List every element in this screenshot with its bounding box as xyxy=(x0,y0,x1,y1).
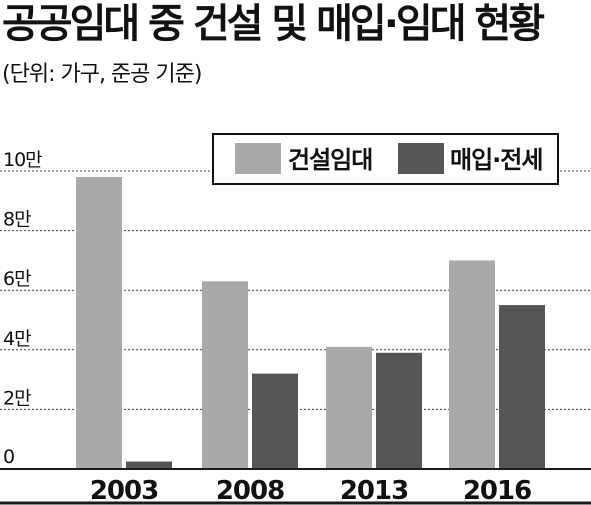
bar-purchase xyxy=(252,373,298,469)
legend: 건설임대 매입·전세 xyxy=(212,133,559,185)
x-tick-label: 2008 xyxy=(216,476,284,505)
bar-construction xyxy=(449,260,495,469)
legend-label-purchase: 매입·전세 xyxy=(450,146,542,174)
x-tick-label: 2016 xyxy=(463,476,531,505)
legend-label-construction: 건설임대 xyxy=(288,146,372,174)
y-axis-ticks: 0 2만 4만 6만 8만 10만 xyxy=(3,149,43,468)
bar-purchase xyxy=(126,461,172,469)
bars xyxy=(76,176,545,469)
x-axis-ticks: 2003 2008 2013 2016 xyxy=(90,476,532,505)
bar-construction xyxy=(76,176,122,469)
legend-box xyxy=(212,133,559,185)
x-tick-label: 2003 xyxy=(90,476,158,505)
bar-purchase xyxy=(499,305,545,469)
y-tick-label: 4만 xyxy=(3,328,31,350)
y-tick-label: 10만 xyxy=(3,149,42,171)
y-tick-label: 8만 xyxy=(3,209,31,231)
chart-title: 공공임대 중 건설 및 매입·임대 현황 xyxy=(2,1,545,47)
bar-construction xyxy=(202,281,248,469)
bar-construction xyxy=(326,346,372,469)
legend-swatch-construction xyxy=(235,143,281,174)
legend-swatch-purchase xyxy=(398,143,444,174)
chart-subtitle: (단위: 가구, 준공 기준) xyxy=(2,62,202,87)
y-tick-label: 0 xyxy=(3,446,14,468)
bar-purchase xyxy=(376,352,422,469)
y-tick-label: 2만 xyxy=(3,387,31,409)
y-tick-label: 6만 xyxy=(3,268,31,290)
x-tick-label: 2013 xyxy=(340,476,408,505)
